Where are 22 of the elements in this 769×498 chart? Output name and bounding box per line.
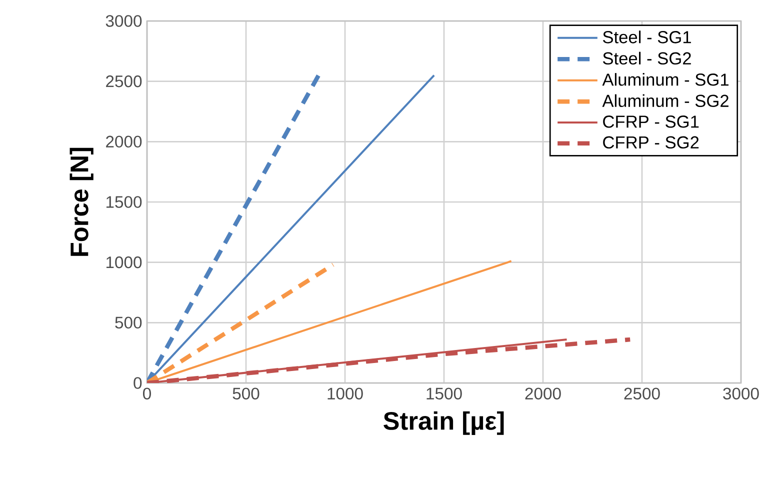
y-tick-label: 1000 [106,256,142,268]
y-tick-label: 2000 [106,136,142,148]
legend-label: Aluminum - SG2 [602,94,728,108]
y-tick-label: 500 [115,316,142,329]
x-tick-label: 1000 [328,388,363,400]
x-axis-title: Strain [µε] [384,411,504,435]
y-tick-label: 0 [134,377,142,389]
x-tick-label: 500 [232,388,260,400]
y-axis-title: Force [N] [70,148,94,256]
legend-label: Aluminum - SG1 [602,73,728,86]
legend-label: Steel - SG1 [603,30,691,44]
x-tick-label: 2000 [525,388,561,400]
x-tick-label: 2500 [624,388,660,400]
y-tick-label: 1500 [106,196,142,208]
legend-label: CFRP - SG1 [603,116,699,128]
x-tick-label: 1500 [426,388,462,400]
x-tick-label: 0 [143,388,151,400]
y-tick-label: 2500 [106,75,142,88]
x-tick-label: 3000 [723,388,759,400]
legend-label: CFRP - SG2 [603,136,699,149]
legend-label: Steel - SG2 [603,52,691,65]
y-tick-label: 3000 [106,15,142,27]
